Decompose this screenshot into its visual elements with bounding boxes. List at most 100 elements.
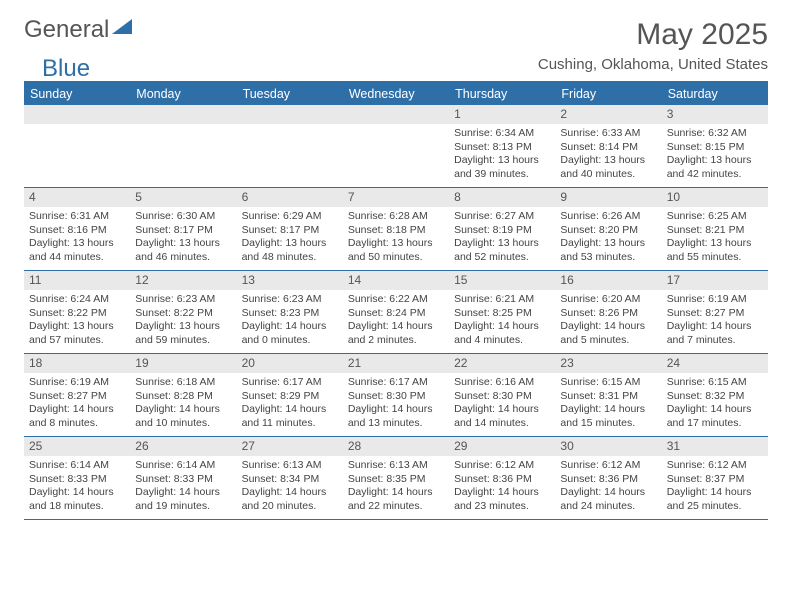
- daylight-text: Daylight: 13 hours and 57 minutes.: [29, 320, 125, 347]
- day-cell-12: 12Sunrise: 6:23 AMSunset: 8:22 PMDayligh…: [130, 271, 236, 353]
- daylight-text: Daylight: 13 hours and 53 minutes.: [560, 237, 656, 264]
- day-body: Sunrise: 6:13 AMSunset: 8:34 PMDaylight:…: [237, 456, 343, 517]
- day-number: 1: [449, 105, 555, 124]
- day-cell-6: 6Sunrise: 6:29 AMSunset: 8:17 PMDaylight…: [237, 188, 343, 270]
- sunset-text: Sunset: 8:30 PM: [348, 390, 444, 403]
- sunset-text: Sunset: 8:17 PM: [135, 224, 231, 237]
- day-cell-empty: [237, 105, 343, 187]
- day-number: 4: [24, 188, 130, 207]
- day-cell-29: 29Sunrise: 6:12 AMSunset: 8:36 PMDayligh…: [449, 437, 555, 519]
- day-number: 12: [130, 271, 236, 290]
- dow-sunday: Sunday: [24, 83, 130, 105]
- day-cell-14: 14Sunrise: 6:22 AMSunset: 8:24 PMDayligh…: [343, 271, 449, 353]
- day-number: 9: [555, 188, 661, 207]
- daylight-text: Daylight: 13 hours and 39 minutes.: [454, 154, 550, 181]
- daylight-text: Daylight: 14 hours and 17 minutes.: [667, 403, 763, 430]
- day-cell-10: 10Sunrise: 6:25 AMSunset: 8:21 PMDayligh…: [662, 188, 768, 270]
- daylight-text: Daylight: 14 hours and 0 minutes.: [242, 320, 338, 347]
- sunrise-text: Sunrise: 6:33 AM: [560, 127, 656, 140]
- sunset-text: Sunset: 8:18 PM: [348, 224, 444, 237]
- day-number-empty: [343, 105, 449, 124]
- sunset-text: Sunset: 8:35 PM: [348, 473, 444, 486]
- dow-saturday: Saturday: [662, 83, 768, 105]
- day-cell-17: 17Sunrise: 6:19 AMSunset: 8:27 PMDayligh…: [662, 271, 768, 353]
- sunset-text: Sunset: 8:14 PM: [560, 141, 656, 154]
- day-number: 6: [237, 188, 343, 207]
- sunset-text: Sunset: 8:25 PM: [454, 307, 550, 320]
- day-number: 17: [662, 271, 768, 290]
- day-cell-5: 5Sunrise: 6:30 AMSunset: 8:17 PMDaylight…: [130, 188, 236, 270]
- day-number: 31: [662, 437, 768, 456]
- day-number-empty: [237, 105, 343, 124]
- daylight-text: Daylight: 13 hours and 44 minutes.: [29, 237, 125, 264]
- day-body: Sunrise: 6:25 AMSunset: 8:21 PMDaylight:…: [662, 207, 768, 268]
- day-cell-27: 27Sunrise: 6:13 AMSunset: 8:34 PMDayligh…: [237, 437, 343, 519]
- sunset-text: Sunset: 8:36 PM: [454, 473, 550, 486]
- day-body: Sunrise: 6:12 AMSunset: 8:36 PMDaylight:…: [449, 456, 555, 517]
- dow-monday: Monday: [130, 83, 236, 105]
- daylight-text: Daylight: 14 hours and 15 minutes.: [560, 403, 656, 430]
- day-body: Sunrise: 6:26 AMSunset: 8:20 PMDaylight:…: [555, 207, 661, 268]
- daylight-text: Daylight: 14 hours and 14 minutes.: [454, 403, 550, 430]
- day-body: Sunrise: 6:18 AMSunset: 8:28 PMDaylight:…: [130, 373, 236, 434]
- sunset-text: Sunset: 8:29 PM: [242, 390, 338, 403]
- sunrise-text: Sunrise: 6:30 AM: [135, 210, 231, 223]
- day-number: 27: [237, 437, 343, 456]
- day-cell-2: 2Sunrise: 6:33 AMSunset: 8:14 PMDaylight…: [555, 105, 661, 187]
- day-number: 23: [555, 354, 661, 373]
- day-number-empty: [130, 105, 236, 124]
- daylight-text: Daylight: 13 hours and 50 minutes.: [348, 237, 444, 264]
- page-subtitle: Cushing, Oklahoma, United States: [538, 56, 768, 73]
- sunrise-text: Sunrise: 6:12 AM: [560, 459, 656, 472]
- day-number: 16: [555, 271, 661, 290]
- sunset-text: Sunset: 8:26 PM: [560, 307, 656, 320]
- day-number: 13: [237, 271, 343, 290]
- day-body: Sunrise: 6:14 AMSunset: 8:33 PMDaylight:…: [130, 456, 236, 517]
- sunrise-text: Sunrise: 6:21 AM: [454, 293, 550, 306]
- sunrise-text: Sunrise: 6:26 AM: [560, 210, 656, 223]
- day-number: 15: [449, 271, 555, 290]
- dow-thursday: Thursday: [449, 83, 555, 105]
- daylight-text: Daylight: 14 hours and 2 minutes.: [348, 320, 444, 347]
- sunset-text: Sunset: 8:23 PM: [242, 307, 338, 320]
- sunrise-text: Sunrise: 6:24 AM: [29, 293, 125, 306]
- day-body: Sunrise: 6:15 AMSunset: 8:32 PMDaylight:…: [662, 373, 768, 434]
- daylight-text: Daylight: 14 hours and 24 minutes.: [560, 486, 656, 513]
- day-cell-19: 19Sunrise: 6:18 AMSunset: 8:28 PMDayligh…: [130, 354, 236, 436]
- day-cell-24: 24Sunrise: 6:15 AMSunset: 8:32 PMDayligh…: [662, 354, 768, 436]
- day-body: Sunrise: 6:21 AMSunset: 8:25 PMDaylight:…: [449, 290, 555, 351]
- sunrise-text: Sunrise: 6:23 AM: [135, 293, 231, 306]
- sunrise-text: Sunrise: 6:22 AM: [348, 293, 444, 306]
- sunrise-text: Sunrise: 6:17 AM: [348, 376, 444, 389]
- daylight-text: Daylight: 14 hours and 18 minutes.: [29, 486, 125, 513]
- day-number: 18: [24, 354, 130, 373]
- day-number: 21: [343, 354, 449, 373]
- daylight-text: Daylight: 14 hours and 5 minutes.: [560, 320, 656, 347]
- daylight-text: Daylight: 13 hours and 52 minutes.: [454, 237, 550, 264]
- day-body: Sunrise: 6:24 AMSunset: 8:22 PMDaylight:…: [24, 290, 130, 351]
- day-body: Sunrise: 6:12 AMSunset: 8:37 PMDaylight:…: [662, 456, 768, 517]
- day-cell-4: 4Sunrise: 6:31 AMSunset: 8:16 PMDaylight…: [24, 188, 130, 270]
- logo-text-2: Blue: [42, 57, 90, 81]
- day-body: Sunrise: 6:12 AMSunset: 8:36 PMDaylight:…: [555, 456, 661, 517]
- logo-text-1: General: [24, 18, 109, 42]
- day-cell-21: 21Sunrise: 6:17 AMSunset: 8:30 PMDayligh…: [343, 354, 449, 436]
- calendar: SundayMondayTuesdayWednesdayThursdayFrid…: [24, 81, 768, 520]
- day-body: Sunrise: 6:19 AMSunset: 8:27 PMDaylight:…: [662, 290, 768, 351]
- day-number: 28: [343, 437, 449, 456]
- day-body: Sunrise: 6:31 AMSunset: 8:16 PMDaylight:…: [24, 207, 130, 268]
- day-cell-7: 7Sunrise: 6:28 AMSunset: 8:18 PMDaylight…: [343, 188, 449, 270]
- day-cell-9: 9Sunrise: 6:26 AMSunset: 8:20 PMDaylight…: [555, 188, 661, 270]
- daylight-text: Daylight: 14 hours and 8 minutes.: [29, 403, 125, 430]
- sunset-text: Sunset: 8:15 PM: [667, 141, 763, 154]
- day-cell-13: 13Sunrise: 6:23 AMSunset: 8:23 PMDayligh…: [237, 271, 343, 353]
- day-number: 29: [449, 437, 555, 456]
- day-body: Sunrise: 6:23 AMSunset: 8:23 PMDaylight:…: [237, 290, 343, 351]
- day-cell-30: 30Sunrise: 6:12 AMSunset: 8:36 PMDayligh…: [555, 437, 661, 519]
- day-number: 7: [343, 188, 449, 207]
- day-body: Sunrise: 6:19 AMSunset: 8:27 PMDaylight:…: [24, 373, 130, 434]
- sunset-text: Sunset: 8:17 PM: [242, 224, 338, 237]
- day-body: Sunrise: 6:28 AMSunset: 8:18 PMDaylight:…: [343, 207, 449, 268]
- day-cell-3: 3Sunrise: 6:32 AMSunset: 8:15 PMDaylight…: [662, 105, 768, 187]
- sunrise-text: Sunrise: 6:19 AM: [29, 376, 125, 389]
